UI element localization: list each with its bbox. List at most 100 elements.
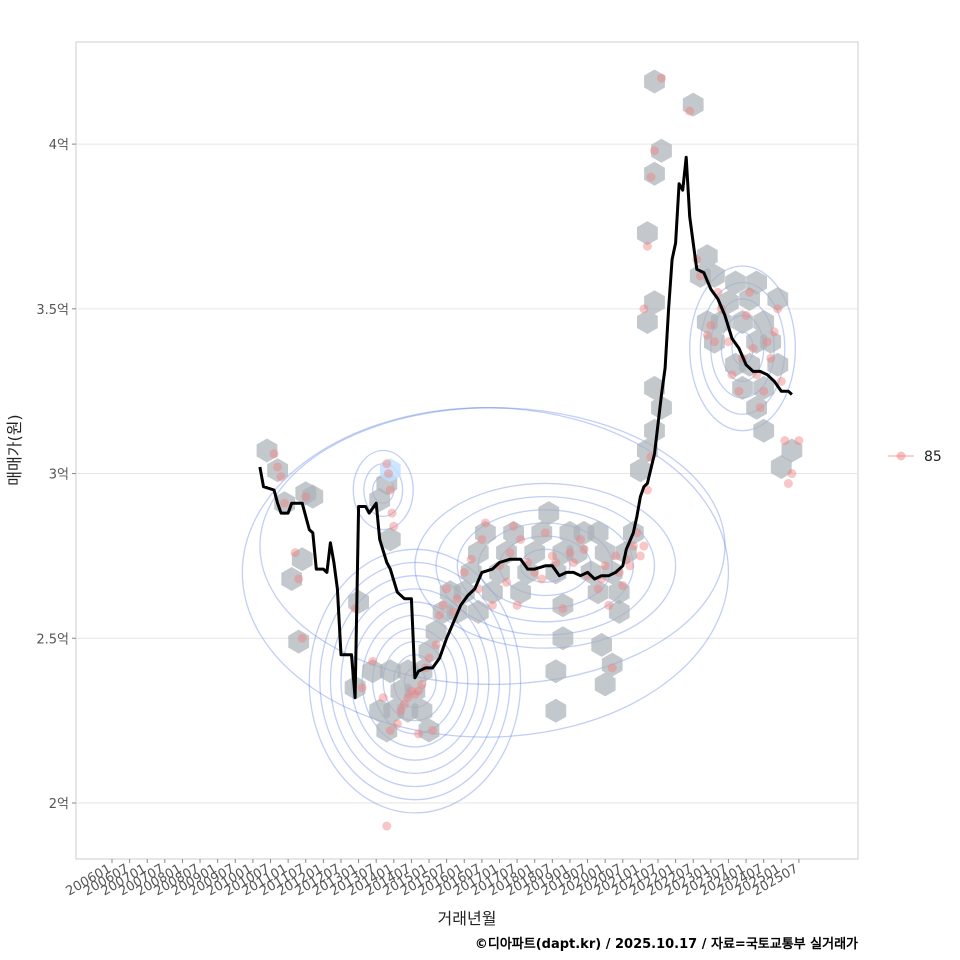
legend-point-icon (896, 451, 906, 461)
density-contour (382, 640, 448, 722)
data-point (762, 337, 772, 347)
data-point (639, 541, 649, 551)
hexbin-cell (503, 520, 524, 545)
data-point (403, 693, 413, 703)
hexbin-cell (591, 632, 612, 657)
data-point (477, 534, 487, 544)
hexbin-cell (587, 580, 609, 605)
y-tick-label: 3.5억 (36, 303, 69, 318)
hexbin-cell (644, 161, 665, 186)
hexbin-cell (404, 679, 426, 703)
data-point (607, 663, 617, 673)
data-point (780, 436, 790, 446)
data-point (748, 343, 758, 353)
data-point (547, 551, 557, 561)
hexbin-cell (587, 520, 609, 545)
hexbin-cell (379, 659, 401, 684)
data-point (392, 719, 402, 729)
data-point (487, 600, 497, 610)
data-point (685, 106, 695, 116)
data-point (413, 729, 423, 739)
data-point (727, 370, 737, 380)
data-point (357, 683, 367, 693)
hexbin-cell (531, 520, 553, 545)
grid-layer (76, 143, 858, 804)
hexbin-cell (524, 540, 546, 565)
data-point (604, 600, 614, 610)
data-point (642, 241, 652, 251)
trend-line (258, 155, 793, 700)
data-point (512, 600, 522, 610)
data-point (540, 528, 550, 538)
hexbin-cell (767, 352, 789, 377)
data-point (568, 558, 578, 568)
data-point (385, 485, 395, 495)
data-point (723, 337, 733, 347)
hexbin-cell (696, 244, 718, 269)
data-point (276, 472, 286, 482)
density-contour (689, 265, 797, 432)
data-point (516, 534, 526, 544)
data-point (424, 653, 434, 663)
hexbin-cell (545, 698, 567, 723)
data-point (611, 551, 621, 561)
legend: 85 (888, 449, 942, 465)
data-point (294, 574, 304, 584)
data-point (646, 172, 656, 182)
data-point (755, 403, 765, 413)
data-point (290, 548, 300, 558)
hexbin-cell (644, 375, 665, 400)
y-tick-label: 3억 (49, 468, 69, 483)
density-contour (414, 482, 677, 649)
data-point (399, 699, 409, 709)
data-point (745, 287, 755, 297)
hexbin-cell (566, 540, 588, 565)
data-point (551, 558, 561, 568)
data-point (382, 821, 392, 831)
data-point (410, 689, 420, 699)
hexbin-cell (682, 92, 704, 117)
plot-panel (75, 41, 859, 860)
hexbin-cell (746, 270, 767, 295)
hexbin-cell (376, 718, 398, 743)
data-point (459, 567, 469, 577)
hexbin-cell (781, 438, 803, 463)
data-point (783, 478, 793, 488)
y-tick-label: 2억 (49, 797, 69, 812)
data-point (396, 706, 406, 716)
data-point (794, 436, 804, 446)
data-point (706, 320, 716, 330)
data-point (438, 600, 448, 610)
data-point (387, 508, 397, 518)
x-axis-title: 거래년월 (438, 909, 497, 928)
data-point (769, 327, 779, 337)
hexbin-cell (379, 527, 401, 552)
hexbin-cell (475, 520, 496, 545)
data-point (635, 551, 645, 561)
hexbin-cell (418, 718, 440, 743)
density-contour (241, 407, 730, 738)
data-point (480, 518, 490, 528)
data-point (466, 554, 476, 564)
data-point (378, 693, 388, 703)
data-point (431, 640, 441, 650)
hexbin-cell (418, 639, 440, 664)
hexbin-cell (256, 438, 278, 463)
hexbin-cell (288, 629, 310, 654)
hexbin-cell (644, 69, 665, 94)
density-contour (329, 575, 501, 788)
hexbin-cell (753, 418, 775, 443)
hexbin-cell (601, 652, 623, 677)
hexbin-cell (704, 329, 725, 354)
density-contour (259, 407, 726, 686)
density-contour (352, 449, 414, 531)
hexbin-cell (637, 310, 658, 334)
hexbin-cell (552, 593, 574, 618)
data-point (502, 577, 512, 587)
data-point (600, 561, 610, 571)
data-point (649, 146, 659, 156)
data-point (442, 584, 452, 594)
data-point (625, 561, 635, 571)
hexbin-cell (753, 310, 775, 334)
